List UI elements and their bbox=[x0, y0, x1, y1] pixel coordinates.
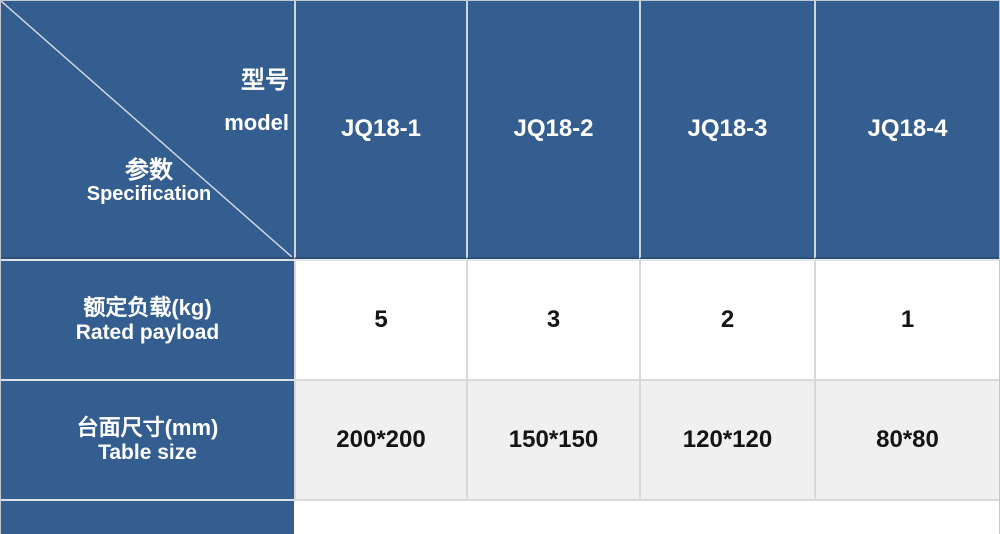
cell-table-size-jq18-2: 150*150 bbox=[466, 379, 639, 499]
row-label-rated-payload: 额定负载(kg) Rated payload bbox=[1, 259, 294, 379]
cell-rated-payload-jq18-4: 1 bbox=[814, 259, 999, 379]
row-label-table-size-en: Table size bbox=[98, 440, 197, 464]
cell-table-size-jq18-4: 80*80 bbox=[814, 379, 999, 499]
column-header-jq18-2: JQ18-2 bbox=[466, 1, 639, 259]
cell-rated-payload-jq18-2: 3 bbox=[466, 259, 639, 379]
column-header-jq18-1: JQ18-1 bbox=[294, 1, 466, 259]
corner-model-label: 型号 model bbox=[224, 69, 289, 134]
row-label-table-size: 台面尺寸(mm) Table size bbox=[1, 379, 294, 499]
cell-table-size-jq18-1: 200*200 bbox=[294, 379, 466, 499]
cell-rated-payload-jq18-1: 5 bbox=[294, 259, 466, 379]
corner-model-label-zh: 型号 bbox=[241, 67, 289, 94]
row-label-rated-payload-zh: 额定负载(kg) bbox=[83, 294, 212, 320]
row-label-rated-payload-en: Rated payload bbox=[75, 320, 220, 344]
column-header-jq18-3: JQ18-3 bbox=[639, 1, 814, 259]
cell-rated-payload-jq18-3: 2 bbox=[639, 259, 814, 379]
cell-table-size-jq18-3: 120*120 bbox=[639, 379, 814, 499]
corner-spec-label-en: Specification bbox=[86, 182, 212, 205]
corner-spec-label: 参数 Specification bbox=[65, 158, 233, 206]
corner-header-cell: 型号 model 参数 Specification bbox=[1, 1, 294, 259]
diagonal-divider-line bbox=[1, 1, 292, 257]
corner-model-label-en: model bbox=[224, 110, 289, 135]
row-label-table-size-zh: 台面尺寸(mm) bbox=[76, 414, 219, 440]
column-header-jq18-4: JQ18-4 bbox=[814, 1, 999, 259]
corner-spec-label-zh: 参数 bbox=[125, 157, 173, 184]
row-partial-values-area bbox=[294, 499, 999, 534]
row-label-partial bbox=[1, 499, 294, 534]
